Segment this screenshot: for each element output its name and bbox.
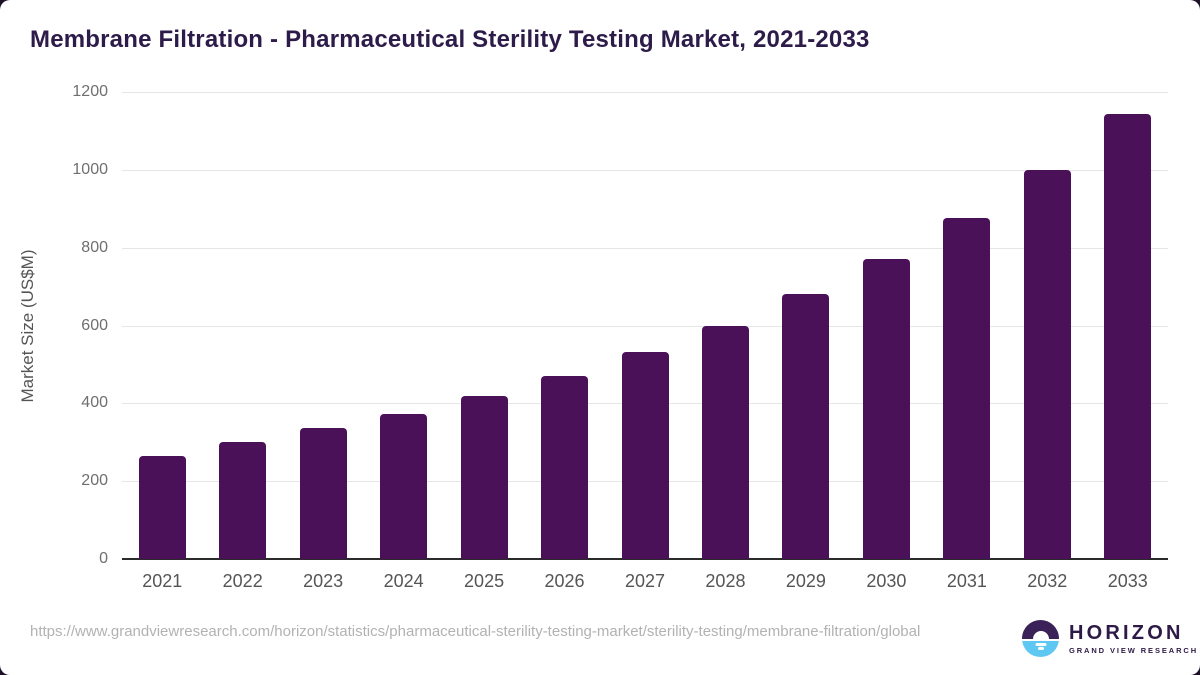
y-tick-label: 800 xyxy=(81,238,108,256)
logo-subtitle: GRAND VIEW RESEARCH xyxy=(1069,645,1199,655)
bar xyxy=(138,455,186,559)
sun-reflection-icon xyxy=(1037,647,1044,650)
y-tick-label: 1000 xyxy=(72,160,108,178)
y-tick-label: 0 xyxy=(99,550,108,567)
bar xyxy=(299,427,347,559)
gridline xyxy=(122,325,1168,327)
x-tick-label: 2025 xyxy=(464,571,505,591)
x-tick-label: 2021 xyxy=(142,571,183,591)
y-tick-label: 200 xyxy=(81,472,108,490)
bar xyxy=(701,325,749,559)
x-tick-label: 2033 xyxy=(1107,571,1148,591)
source-url: https://www.grandviewresearch.com/horizo… xyxy=(30,623,921,640)
y-tick-label: 600 xyxy=(81,316,108,334)
gridline xyxy=(122,247,1168,249)
bar xyxy=(219,442,267,559)
sun-icon xyxy=(1032,630,1049,639)
sun-reflection-icon xyxy=(1035,643,1046,646)
gridline xyxy=(122,169,1168,171)
bar xyxy=(380,413,428,559)
bar xyxy=(541,376,589,559)
bar xyxy=(782,294,830,559)
bar xyxy=(460,395,508,559)
bar xyxy=(1104,114,1152,559)
bar xyxy=(943,218,991,559)
x-tick-label: 2024 xyxy=(383,571,424,591)
logo-name: HORIZON xyxy=(1069,621,1184,644)
horizon-logo-icon xyxy=(1022,620,1059,657)
y-tick-label: 1200 xyxy=(72,83,108,100)
x-tick-label: 2032 xyxy=(1027,571,1068,591)
x-tick-label: 2027 xyxy=(624,571,666,591)
page-title: Membrane Filtration - Pharmaceutical Ste… xyxy=(30,26,870,53)
horizon-logo: HORIZON GRAND VIEW RESEARCH xyxy=(1022,620,1198,657)
bar xyxy=(862,259,910,559)
bar xyxy=(621,351,669,559)
x-tick-label: 2031 xyxy=(946,571,987,591)
bar xyxy=(1023,169,1071,559)
x-tick-label: 2030 xyxy=(866,571,907,591)
x-axis-line xyxy=(122,558,1168,560)
x-tick-label: 2022 xyxy=(222,571,263,591)
x-tick-label: 2026 xyxy=(544,571,585,591)
y-axis-title: Market Size (US$M) xyxy=(18,249,37,403)
gridline xyxy=(122,92,1168,93)
x-tick-label: 2023 xyxy=(303,571,344,591)
y-tick-label: 400 xyxy=(81,394,108,412)
logo-text: HORIZON GRAND VIEW RESEARCH xyxy=(1069,623,1198,655)
x-tick-label: 2028 xyxy=(705,571,746,591)
x-tick-label: 2029 xyxy=(785,571,826,591)
